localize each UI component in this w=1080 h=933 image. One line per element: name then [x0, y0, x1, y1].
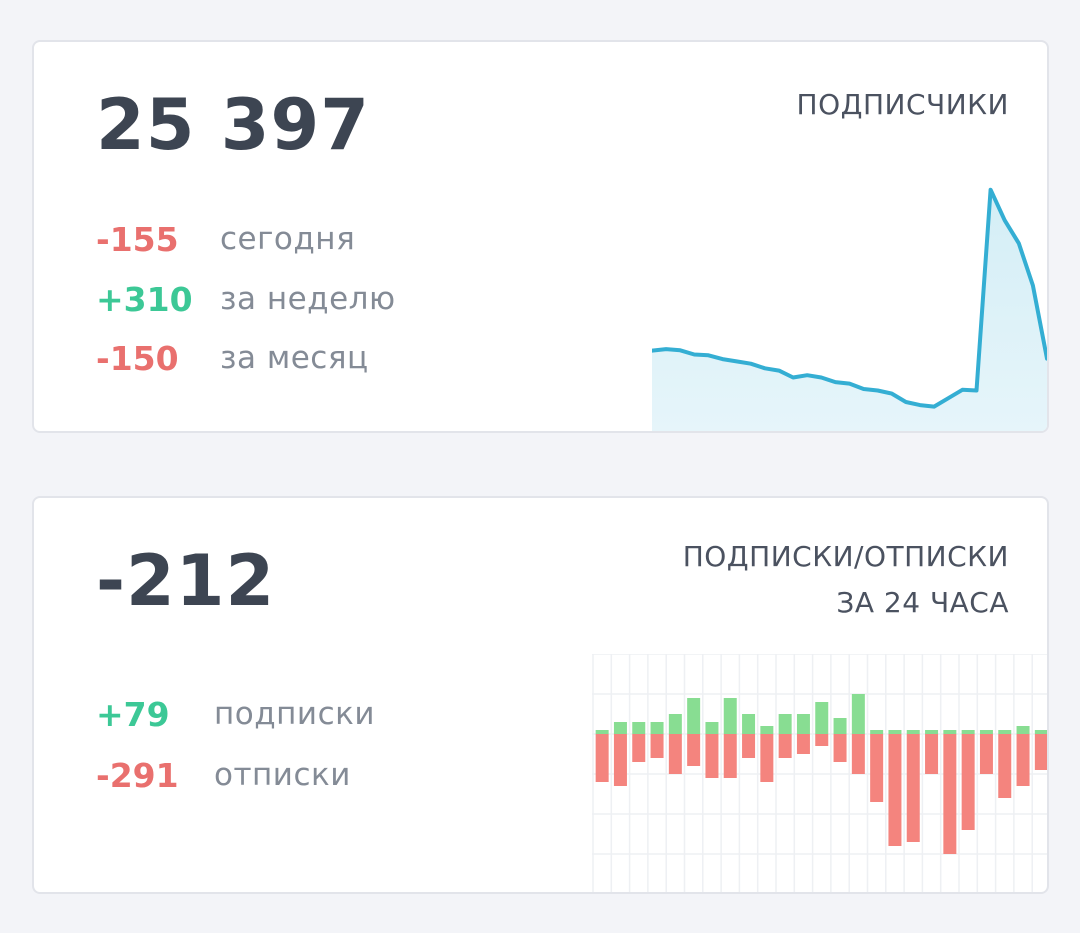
bar-subscriptions — [815, 702, 829, 734]
subscribers-area-fill — [652, 189, 1047, 431]
subscriptions-flow-card: -212 ПОДПИСКИ/ОТПИСКИ ЗА 24 ЧАСА +79 под… — [32, 496, 1049, 894]
stat-subscribed-label: подписки — [214, 696, 375, 732]
bar-unsubscriptions — [613, 734, 627, 786]
bar-subscriptions — [1016, 726, 1030, 734]
bar-unsubscriptions — [815, 734, 829, 746]
bar-subscriptions — [998, 730, 1012, 734]
subscribers-area-chart — [652, 187, 1047, 431]
stat-row-week: +310 за неделю — [96, 279, 396, 319]
flow-card-title-line1: ПОДПИСКИ/ОТПИСКИ — [682, 540, 1009, 573]
bar-subscriptions — [833, 718, 847, 734]
stat-row-today: -155 сегодня — [96, 219, 355, 259]
bar-unsubscriptions — [668, 734, 682, 774]
stat-row-unsubscribed: -291 отписки — [96, 755, 351, 795]
flow-card-title: ПОДПИСКИ/ОТПИСКИ ЗА 24 ЧАСА — [683, 534, 1009, 626]
subscribers-line — [652, 187, 1047, 409]
flow-card-title-line2: ЗА 24 ЧАСА — [836, 586, 1009, 619]
bar-subscriptions — [979, 730, 993, 734]
bar-subscriptions — [796, 714, 810, 734]
bar-unsubscriptions — [687, 734, 701, 766]
bar-unsubscriptions — [778, 734, 792, 758]
flow-total: -212 — [96, 540, 276, 622]
bar-subscriptions — [650, 722, 664, 734]
stat-unsubscribed-label: отписки — [214, 757, 351, 793]
bar-unsubscriptions — [1016, 734, 1030, 786]
bar-unsubscriptions — [925, 734, 939, 774]
stat-month-label: за месяц — [220, 340, 369, 376]
bar-subscriptions — [687, 698, 701, 734]
stat-week-label: за неделю — [220, 281, 396, 317]
bar-unsubscriptions — [961, 734, 975, 830]
stat-unsubscribed-value: -291 — [96, 755, 179, 795]
subscribers-card-title: ПОДПИСЧИКИ — [796, 88, 1009, 121]
bar-unsubscriptions — [632, 734, 646, 762]
bar-unsubscriptions — [943, 734, 957, 854]
subscribers-card: 25 397 ПОДПИСЧИКИ -155 сегодня +310 за н… — [32, 40, 1049, 433]
bar-subscriptions — [705, 722, 719, 734]
stat-row-subscribed: +79 подписки — [96, 694, 375, 734]
bar-unsubscriptions — [851, 734, 865, 774]
bar-subscriptions — [870, 730, 884, 734]
bar-unsubscriptions — [1034, 734, 1047, 770]
bar-subscriptions — [943, 730, 957, 734]
stat-subscribed-value: +79 — [96, 694, 170, 734]
bar-subscriptions — [595, 730, 609, 734]
bar-subscriptions — [1034, 730, 1047, 734]
bar-subscriptions — [613, 722, 627, 734]
bar-subscriptions — [925, 730, 939, 734]
bar-unsubscriptions — [833, 734, 847, 762]
bar-subscriptions — [851, 694, 865, 734]
bar-unsubscriptions — [760, 734, 774, 782]
bar-subscriptions — [632, 722, 646, 734]
bar-subscriptions — [760, 726, 774, 734]
bar-unsubscriptions — [906, 734, 920, 842]
subscribers-total: 25 397 — [96, 84, 370, 166]
bar-subscriptions — [888, 730, 902, 734]
subscriptions-bar-chart — [592, 654, 1047, 892]
bar-unsubscriptions — [888, 734, 902, 846]
stat-row-month: -150 за месяц — [96, 338, 369, 378]
bar-unsubscriptions — [595, 734, 609, 782]
stat-week-value: +310 — [96, 279, 193, 319]
bar-unsubscriptions — [705, 734, 719, 778]
bar-subscriptions — [906, 730, 920, 734]
bar-subscriptions — [778, 714, 792, 734]
bar-unsubscriptions — [998, 734, 1012, 798]
bar-unsubscriptions — [742, 734, 756, 758]
bar-unsubscriptions — [723, 734, 737, 778]
stat-month-value: -150 — [96, 338, 179, 378]
bar-subscriptions — [723, 698, 737, 734]
stat-today-value: -155 — [96, 219, 179, 259]
bar-unsubscriptions — [650, 734, 664, 758]
bar-subscriptions — [668, 714, 682, 734]
stat-today-label: сегодня — [220, 221, 356, 257]
bar-unsubscriptions — [979, 734, 993, 774]
bar-unsubscriptions — [870, 734, 884, 802]
bar-subscriptions — [961, 730, 975, 734]
bar-unsubscriptions — [796, 734, 810, 754]
bar-subscriptions — [742, 714, 756, 734]
